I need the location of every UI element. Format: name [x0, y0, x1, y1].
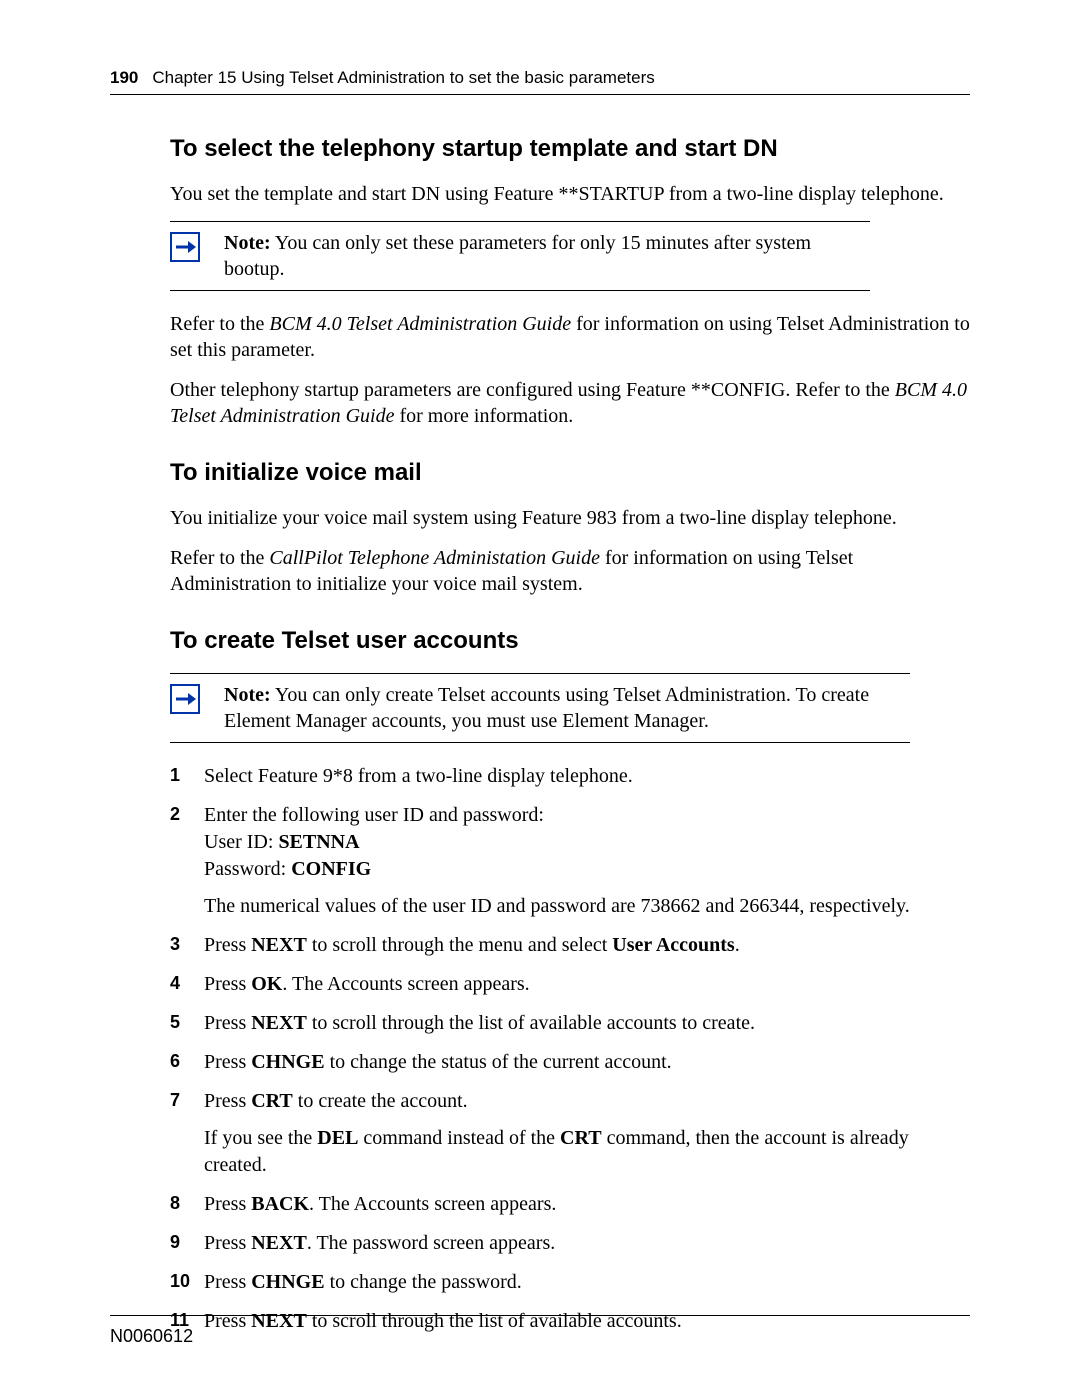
arrow-right-icon	[170, 232, 200, 262]
step-bold: NEXT	[251, 1232, 307, 1254]
step-bold: OK	[251, 973, 282, 995]
step-text: Press	[204, 1193, 251, 1215]
step-subtext: If you see the DEL command instead of th…	[204, 1125, 970, 1179]
step-bold: CRT	[251, 1090, 293, 1112]
step-text: User ID:	[204, 831, 278, 853]
step-text: Password:	[204, 858, 291, 880]
note-rule-bottom	[170, 290, 870, 291]
list-item: Select Feature 9*8 from a two-line displ…	[170, 763, 970, 790]
note-text: Note: You can only set these parameters …	[224, 230, 870, 282]
step-bold: User Accounts	[612, 934, 734, 956]
note-text: Note: You can only create Telset account…	[224, 682, 910, 734]
paragraph: You initialize your voice mail system us…	[170, 505, 970, 531]
step-text: Press	[204, 1090, 251, 1112]
step-text: Press	[204, 973, 251, 995]
document-id: N0060612	[110, 1326, 970, 1347]
note-body: You can only set these parameters for on…	[224, 232, 811, 280]
text-italic: BCM 4.0 Telset Administration Guide	[269, 313, 571, 335]
page-footer: N0060612	[110, 1315, 970, 1347]
note-label: Note:	[224, 684, 271, 706]
step-bold: CHNGE	[251, 1051, 324, 1073]
paragraph: Refer to the BCM 4.0 Telset Administrati…	[170, 311, 970, 363]
list-item: Press CHNGE to change the password.	[170, 1269, 970, 1296]
chapter-title: Chapter 15 Using Telset Administration t…	[152, 68, 654, 88]
step-text: .	[735, 934, 740, 956]
page-content: To select the telephony startup template…	[170, 135, 970, 1335]
step-text: to change the password.	[325, 1271, 522, 1293]
step-text: to scroll through the list of available …	[307, 1012, 755, 1034]
list-item: Press NEXT to scroll through the list of…	[170, 1010, 970, 1037]
list-item: Press BACK. The Accounts screen appears.	[170, 1191, 970, 1218]
page-number: 190	[110, 68, 138, 88]
steps-list: Select Feature 9*8 from a two-line displ…	[170, 763, 970, 1335]
note-label: Note:	[224, 232, 271, 254]
step-text: Press	[204, 934, 251, 956]
step-bold: NEXT	[251, 1012, 307, 1034]
step-text: to change the status of the current acco…	[325, 1051, 672, 1073]
text-italic: CallPilot Telephone Administation Guide	[269, 547, 600, 569]
paragraph: You set the template and start DN using …	[170, 181, 970, 207]
step-text: . The password screen appears.	[307, 1232, 555, 1254]
text-run: Other telephony startup parameters are c…	[170, 379, 895, 401]
step-text: . The Accounts screen appears.	[309, 1193, 556, 1215]
step-text: Press	[204, 1051, 251, 1073]
section-heading-voicemail: To initialize voice mail	[170, 459, 970, 487]
section-heading-accounts: To create Telset user accounts	[170, 627, 970, 655]
step-text: Press	[204, 1271, 251, 1293]
step-subtext: The numerical values of the user ID and …	[204, 893, 970, 920]
list-item: Press NEXT. The password screen appears.	[170, 1230, 970, 1257]
step-bold: SETNNA	[278, 831, 359, 853]
step-text: Select Feature 9*8 from a two-line displ…	[204, 765, 633, 787]
step-text: If you see the	[204, 1127, 317, 1149]
step-bold: BACK	[251, 1193, 309, 1215]
note-block: Note: You can only create Telset account…	[170, 673, 910, 743]
step-text: . The Accounts screen appears.	[282, 973, 529, 995]
list-item: Press NEXT to scroll through the menu an…	[170, 932, 970, 959]
paragraph: Other telephony startup parameters are c…	[170, 377, 970, 429]
text-run: for more information.	[394, 405, 573, 427]
step-bold: CONFIG	[291, 858, 371, 880]
note-body: You can only create Telset accounts usin…	[224, 684, 869, 732]
step-text: to create the account.	[293, 1090, 468, 1112]
list-item: Enter the following user ID and password…	[170, 802, 970, 920]
step-bold: CRT	[560, 1127, 602, 1149]
footer-rule	[110, 1315, 970, 1316]
step-text: to scroll through the menu and select	[307, 934, 612, 956]
section-heading-startup: To select the telephony startup template…	[170, 135, 970, 163]
text-run: Refer to the	[170, 547, 269, 569]
step-text: Enter the following user ID and password…	[204, 804, 544, 826]
step-text: Press	[204, 1232, 251, 1254]
list-item: Press OK. The Accounts screen appears.	[170, 971, 970, 998]
paragraph: Refer to the CallPilot Telephone Adminis…	[170, 545, 970, 597]
document-page: 190 Chapter 15 Using Telset Administrati…	[0, 0, 1080, 1397]
list-item: Press CHNGE to change the status of the …	[170, 1049, 970, 1076]
note-rule-bottom	[170, 742, 910, 743]
page-header: 190 Chapter 15 Using Telset Administrati…	[110, 68, 970, 95]
step-bold: CHNGE	[251, 1271, 324, 1293]
step-bold: NEXT	[251, 934, 307, 956]
step-bold: DEL	[317, 1127, 358, 1149]
note-block: Note: You can only set these parameters …	[170, 221, 870, 291]
step-text: command instead of the	[358, 1127, 560, 1149]
step-text: Press	[204, 1012, 251, 1034]
list-item: Press CRT to create the account. If you …	[170, 1088, 970, 1179]
arrow-right-icon	[170, 684, 200, 714]
text-run: Refer to the	[170, 313, 269, 335]
